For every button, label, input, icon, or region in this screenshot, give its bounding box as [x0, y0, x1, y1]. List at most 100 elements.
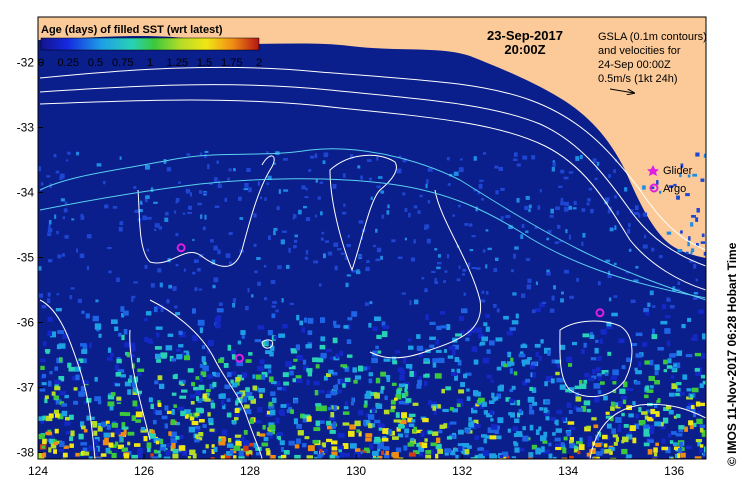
- sst-age-pixel: [275, 417, 280, 424]
- sst-age-pixel: [556, 377, 562, 383]
- sst-age-pixel: [634, 212, 639, 216]
- sst-age-pixel: [253, 442, 258, 448]
- sst-age-pixel: [138, 455, 143, 459]
- sst-age-pixel: [391, 356, 397, 363]
- sst-age-pixel: [152, 419, 157, 425]
- sst-age-pixel: [507, 351, 511, 358]
- sst-age-pixel: [286, 264, 290, 269]
- sst-age-pixel: [269, 409, 276, 416]
- sst-age-pixel: [702, 452, 706, 457]
- sst-age-pixel: [166, 167, 172, 172]
- sst-age-pixel: [385, 375, 391, 379]
- sst-age-pixel: [79, 253, 85, 259]
- sst-age-pixel: [221, 437, 227, 442]
- sst-age-pixel: [129, 354, 135, 358]
- sst-age-pixel: [490, 410, 494, 415]
- sst-age-pixel: [663, 369, 668, 373]
- sst-age-pixel: [377, 448, 381, 452]
- sst-age-pixel: [186, 153, 191, 156]
- sst-age-pixel: [142, 215, 147, 221]
- colorbar-tick-label: 0: [38, 57, 44, 69]
- sst-age-pixel: [198, 288, 203, 291]
- sst-age-pixel: [243, 188, 249, 191]
- sst-age-pixel: [220, 455, 225, 459]
- sst-age-pixel: [238, 196, 242, 201]
- info-line-3: 24-Sep 00:00Z: [598, 59, 671, 71]
- sst-age-pixel: [516, 163, 521, 167]
- sst-age-pixel: [558, 185, 563, 188]
- sst-age-pixel: [108, 450, 112, 454]
- sst-age-pixel: [434, 281, 439, 285]
- sst-age-pixel: [528, 204, 532, 209]
- sst-age-pixel: [187, 368, 194, 373]
- sst-age-pixel: [497, 417, 504, 424]
- map-frame: [37, 16, 707, 460]
- sst-age-pixel: [249, 418, 254, 424]
- sst-age-pixel: [689, 425, 694, 430]
- sst-age-pixel: [600, 381, 605, 385]
- sst-age-pixel: [595, 434, 600, 441]
- sst-age-pixel: [238, 455, 245, 459]
- sst-age-pixel: [473, 419, 479, 426]
- sst-age-pixel: [214, 177, 218, 183]
- sst-age-pixel: [69, 436, 74, 442]
- sst-age-pixel: [347, 324, 351, 330]
- sst-age-pixel: [365, 437, 372, 442]
- sst-age-pixel: [153, 438, 161, 444]
- sst-age-pixel: [59, 401, 65, 405]
- sst-age-pixel: [463, 292, 466, 296]
- sst-age-pixel: [105, 447, 111, 454]
- sst-age-pixel: [583, 400, 591, 406]
- sst-age-pixel: [382, 428, 389, 434]
- sst-age-pixel: [490, 418, 494, 422]
- sst-age-pixel: [321, 442, 327, 448]
- sst-age-pixel: [255, 419, 262, 424]
- sst-age-pixel: [584, 372, 590, 378]
- sst-age-pixel: [577, 451, 581, 455]
- sst-age-pixel: [510, 412, 515, 418]
- sst-age-pixel: [695, 401, 701, 407]
- sst-age-pixel: [481, 198, 485, 201]
- sst-age-pixel: [429, 321, 436, 325]
- sst-age-pixel: [518, 458, 523, 459]
- sst-age-pixel: [376, 334, 382, 340]
- sst-age-pixel: [132, 400, 138, 407]
- sst-age-pixel: [502, 451, 509, 458]
- sst-age-pixel: [270, 343, 274, 347]
- sst-age-pixel: [108, 270, 112, 274]
- sst-age-pixel: [365, 413, 370, 418]
- sst-age-pixel: [197, 202, 202, 206]
- sst-age-pixel: [555, 359, 562, 364]
- sst-age-pixel: [645, 385, 650, 391]
- sst-age-pixel: [597, 281, 601, 286]
- sst-age-pixel: [611, 402, 618, 406]
- sst-age-pixel: [77, 298, 82, 304]
- sst-age-pixel: [382, 437, 389, 442]
- sst-age-pixel: [603, 395, 608, 401]
- sst-age-pixel: [209, 383, 215, 389]
- sst-age-pixel: [196, 437, 203, 441]
- sst-age-pixel: [600, 448, 605, 455]
- sst-age-pixel: [604, 372, 609, 376]
- sst-age-pixel: [682, 374, 688, 380]
- sst-age-pixel: [566, 402, 572, 408]
- sst-age-pixel: [168, 431, 172, 436]
- sst-age-pixel: [482, 357, 490, 364]
- sst-age-pixel: [320, 420, 325, 424]
- sst-age-pixel: [470, 457, 477, 459]
- sst-age-pixel: [101, 421, 106, 428]
- sst-age-pixel: [627, 228, 631, 234]
- sst-age-pixel: [467, 262, 471, 268]
- sst-age-pixel: [589, 334, 595, 340]
- sst-age-pixel: [61, 403, 67, 407]
- ocean-area: [38, 35, 706, 459]
- sst-age-pixel: [93, 447, 99, 453]
- sst-age-pixel: [480, 299, 486, 303]
- sst-age-pixel: [380, 255, 383, 260]
- sst-age-pixel: [331, 451, 338, 456]
- sst-age-pixel: [236, 391, 243, 396]
- sst-age-pixel: [254, 339, 262, 343]
- sst-age-pixel: [176, 354, 183, 360]
- sst-age-pixel: [120, 306, 125, 312]
- sst-age-pixel: [136, 415, 144, 422]
